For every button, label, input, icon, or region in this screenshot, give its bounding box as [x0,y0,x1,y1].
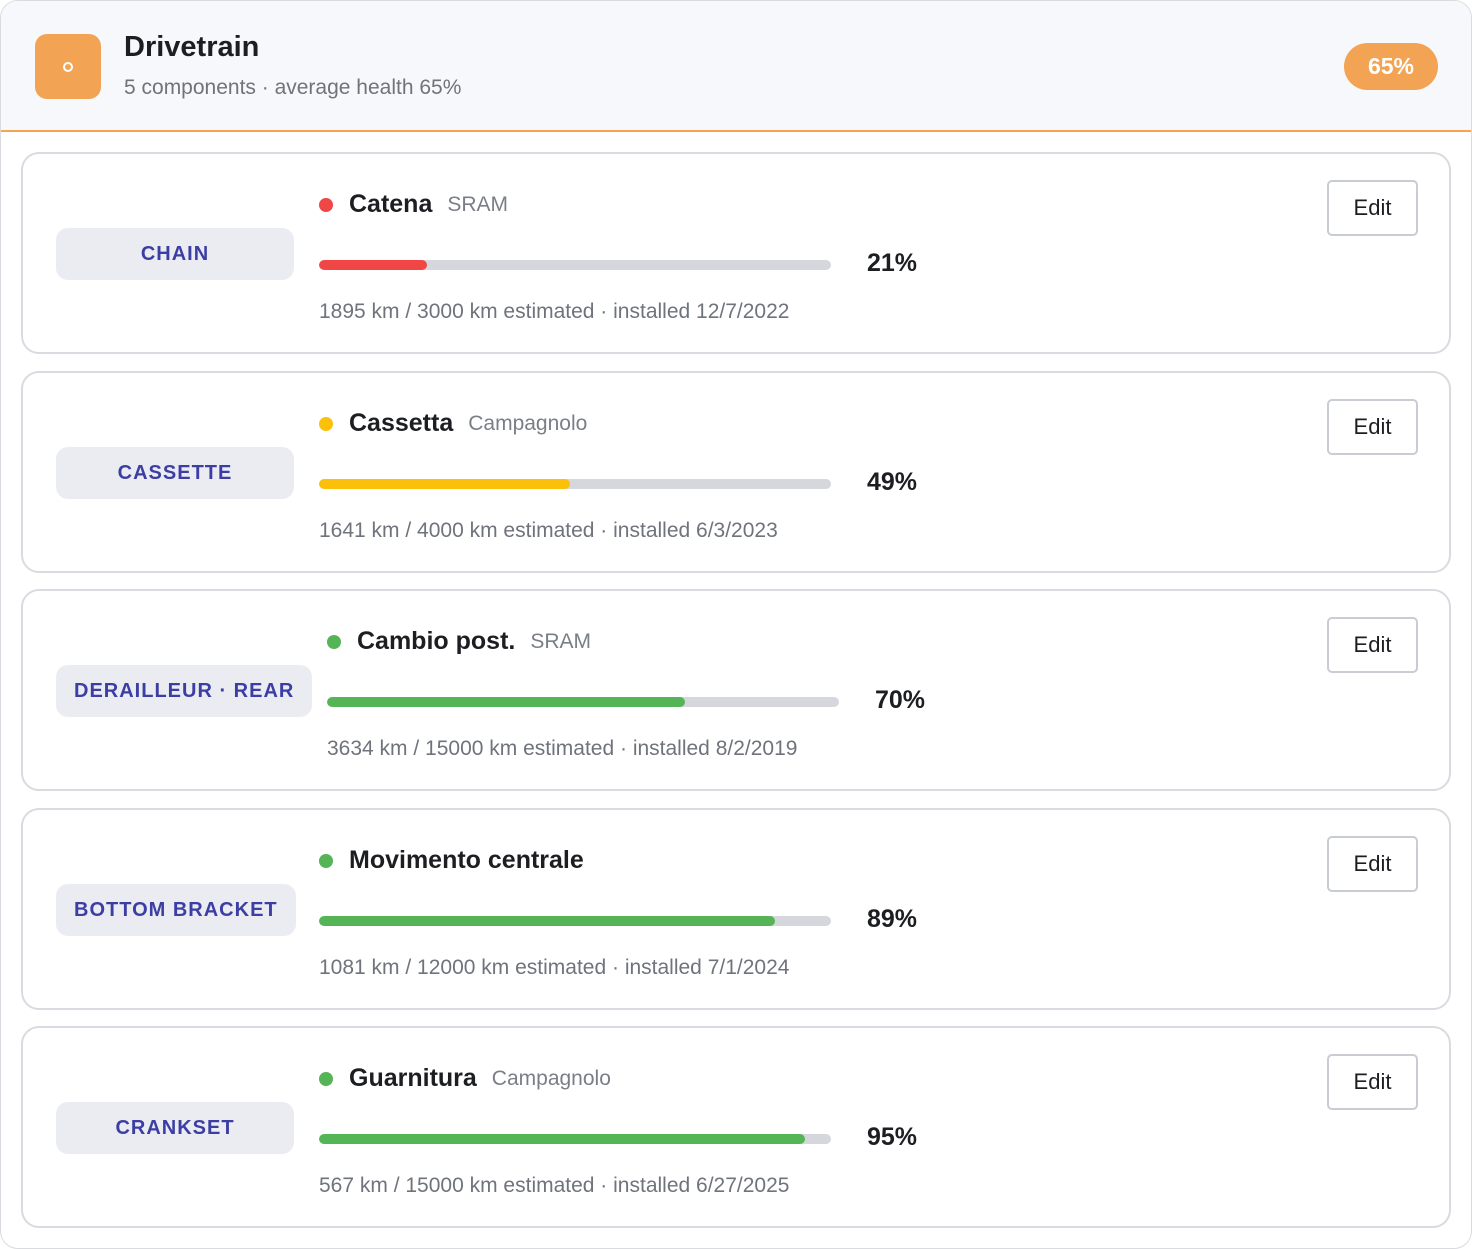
component-brand: Campagnolo [468,411,588,435]
component-name: Guarnitura [349,1064,477,1092]
component-name: Movimento centrale [349,846,584,874]
category-tag: CHAIN [56,228,294,280]
component-card-0: CHAIN Catena SRAM 21% 1895 km / 3000 km … [21,152,1451,354]
health-bar-fill [319,260,427,270]
health-percent: 89% [867,905,918,933]
component-title-row: Movimento centrale [319,846,599,875]
status-dot [319,197,333,212]
component-name: Catena [349,190,433,218]
component-title-row: Cambio post. SRAM [327,627,591,656]
category-tag: CASSETTE [56,447,294,499]
component-card-1: CASSETTE Cassetta Campagnolo 49% 1641 km… [21,371,1451,573]
health-bar [319,260,831,270]
edit-button[interactable]: Edit [1327,399,1418,455]
component-name: Cambio post. [357,627,516,655]
category-tag: DERAILLEUR · REAR [56,665,313,717]
health-percent: 49% [867,468,918,496]
group-header: Drivetrain 5 components · average health… [1,1,1471,132]
health-percent: 95% [867,1123,918,1151]
group-subtitle: 5 components · average health 65% [124,76,462,99]
component-brand: SRAM [447,192,509,216]
status-dot [319,1071,333,1086]
component-card-2: DERAILLEUR · REAR Cambio post. SRAM 70% … [21,589,1451,791]
status-dot [319,416,333,431]
gear-icon [35,34,101,99]
category-tag: CRANKSET [56,1102,294,1154]
health-bar [319,479,831,489]
edit-button[interactable]: Edit [1327,180,1418,236]
component-brand: Campagnolo [491,1066,611,1090]
health-bar [319,916,831,926]
edit-button[interactable]: Edit [1327,1054,1418,1110]
health-bar [319,1134,831,1144]
status-dot [327,634,341,649]
component-title-row: Catena SRAM [319,190,508,219]
component-meta: 1895 km / 3000 km estimated · installed … [319,300,790,323]
edit-button[interactable]: Edit [1327,617,1418,673]
health-bar-fill [327,697,686,707]
health-percent: 21% [867,249,918,277]
health-bar-fill [319,479,570,489]
health-bar-fill [319,916,775,926]
component-card-3: BOTTOM BRACKET Movimento centrale 89% 10… [21,808,1451,1010]
health-percent: 70% [875,686,926,714]
edit-button[interactable]: Edit [1327,836,1418,892]
category-tag: BOTTOM BRACKET [56,884,296,936]
component-title-row: Guarnitura Campagnolo [319,1064,611,1093]
component-name: Cassetta [349,409,454,437]
component-title-row: Cassetta Campagnolo [319,409,587,438]
health-bar [327,697,839,707]
component-meta: 1081 km / 12000 km estimated · installed… [319,956,790,979]
component-meta: 1641 km / 4000 km estimated · installed … [319,519,778,542]
component-meta: 567 km / 15000 km estimated · installed … [319,1174,790,1197]
health-bar-fill [319,1134,806,1144]
component-meta: 3634 km / 15000 km estimated · installed… [327,737,798,760]
status-dot [319,853,333,868]
group-title: Drivetrain [124,31,260,63]
group-health-badge: 65% [1344,43,1438,90]
component-brand: SRAM [530,629,592,653]
component-card-4: CRANKSET Guarnitura Campagnolo 95% 567 k… [21,1026,1451,1228]
